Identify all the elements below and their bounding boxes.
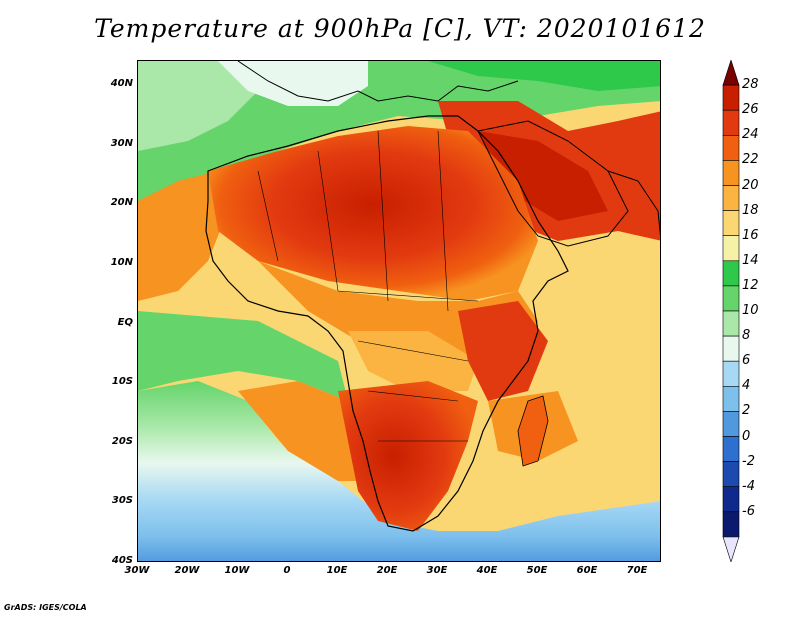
colorbar-segment bbox=[722, 461, 740, 488]
colorbar-tick-label: 8 bbox=[742, 328, 751, 344]
colorbar-tick-label: 24 bbox=[742, 127, 759, 143]
longitude-tick-label: 30E bbox=[426, 565, 448, 576]
longitude-tick-label: 10W bbox=[224, 565, 250, 576]
colorbar-segment bbox=[722, 335, 740, 362]
latitude-tick-label: 20S bbox=[111, 435, 133, 447]
colorbar-tick-label: 20 bbox=[742, 177, 759, 193]
longitude-tick-label: 30W bbox=[124, 565, 150, 576]
longitude-tick-label: 50E bbox=[526, 565, 548, 576]
colorbar-tick-label: 16 bbox=[742, 227, 759, 243]
colorbar-tick-label: -6 bbox=[742, 503, 755, 519]
colorbar-tick-label: 14 bbox=[742, 252, 759, 268]
sahara-heat bbox=[208, 126, 538, 301]
colorbar-tick-label: 6 bbox=[742, 353, 751, 369]
arabia-hot-core bbox=[478, 131, 608, 221]
colorbar-segment bbox=[722, 210, 740, 237]
longitude-tick-label: 60E bbox=[576, 565, 598, 576]
colorbar-tick-label: 10 bbox=[742, 303, 759, 318]
colorbar-segment bbox=[722, 310, 740, 337]
latitude-tick-label: 40N bbox=[110, 78, 133, 89]
colorbar-segment bbox=[722, 185, 740, 211]
colorbar-segment bbox=[722, 536, 740, 562]
south-atlantic-green bbox=[138, 311, 348, 401]
colorbar-segment bbox=[722, 260, 740, 287]
colorbar-segment bbox=[722, 60, 740, 86]
colorbar-tick-label: 2 bbox=[742, 403, 751, 419]
colorbar-tick-label: 26 bbox=[742, 102, 759, 118]
east-africa-heat bbox=[458, 301, 548, 401]
northeast-cool bbox=[428, 61, 660, 91]
longitude-tick-label: 20E bbox=[376, 565, 398, 576]
colorbar-segment bbox=[722, 385, 740, 412]
southern-ocean bbox=[138, 381, 660, 561]
latitude-tick-label: 20N bbox=[110, 197, 133, 209]
colorbar bbox=[722, 60, 740, 562]
congo-basin bbox=[348, 331, 478, 391]
longitude-tick-label: 0 bbox=[283, 565, 291, 576]
temperature-field-map bbox=[138, 61, 660, 561]
latitude-tick-label: 10S bbox=[111, 376, 133, 388]
longitude-tick-label: 20W bbox=[174, 565, 200, 576]
credit-text: GrADS: IGES/COLA bbox=[4, 603, 87, 612]
colorbar-segment bbox=[722, 135, 740, 161]
longitude-tick-label: 10E bbox=[326, 565, 348, 576]
colorbar-segment bbox=[722, 486, 740, 513]
latitude-tick-label: 30N bbox=[110, 137, 133, 149]
west-atlantic-warm bbox=[138, 171, 228, 301]
colorbar-segment bbox=[722, 109, 740, 136]
latitude-tick-label: 10N bbox=[110, 256, 133, 268]
colorbar-segment bbox=[722, 511, 740, 538]
madagascar bbox=[517, 395, 549, 467]
colorbar-tick-label: 22 bbox=[742, 152, 759, 168]
colorbar-tick-label: 4 bbox=[742, 378, 751, 394]
colorbar-segment bbox=[722, 84, 740, 111]
latitude-tick-label: 30S bbox=[111, 495, 133, 507]
arabia-coastline bbox=[477, 120, 629, 247]
colorbar-segment bbox=[722, 160, 740, 186]
chart-title: Temperature at 900hPa [C], VT: 202010161… bbox=[94, 14, 706, 43]
india-coastline bbox=[607, 170, 660, 237]
colorbar-segment bbox=[722, 360, 740, 387]
latitude-tick-label: EQ bbox=[117, 316, 133, 328]
africa-coastline bbox=[205, 115, 569, 532]
southern-africa-heat bbox=[338, 381, 478, 531]
country-borders bbox=[257, 130, 479, 442]
longitude-tick-label: 40E bbox=[476, 565, 498, 576]
map-panel bbox=[137, 60, 661, 562]
colorbar-segment bbox=[722, 411, 740, 437]
colorbar-segment bbox=[722, 436, 740, 462]
europe-coastline bbox=[237, 61, 519, 102]
colorbar-tick-label: -4 bbox=[742, 478, 755, 494]
latitude-tick-label: 40S bbox=[111, 555, 133, 566]
colorbar-segment bbox=[722, 235, 740, 262]
longitude-tick-label: 70E bbox=[626, 565, 648, 576]
colorbar-tick-label: 18 bbox=[742, 202, 759, 218]
colorbar-tick-label: 28 bbox=[742, 77, 759, 93]
colorbar-tick-label: 12 bbox=[742, 277, 759, 293]
colorbar-tick-label: -2 bbox=[742, 453, 755, 469]
colorbar-tick-label: 0 bbox=[742, 428, 751, 444]
colorbar-segment bbox=[722, 285, 740, 312]
